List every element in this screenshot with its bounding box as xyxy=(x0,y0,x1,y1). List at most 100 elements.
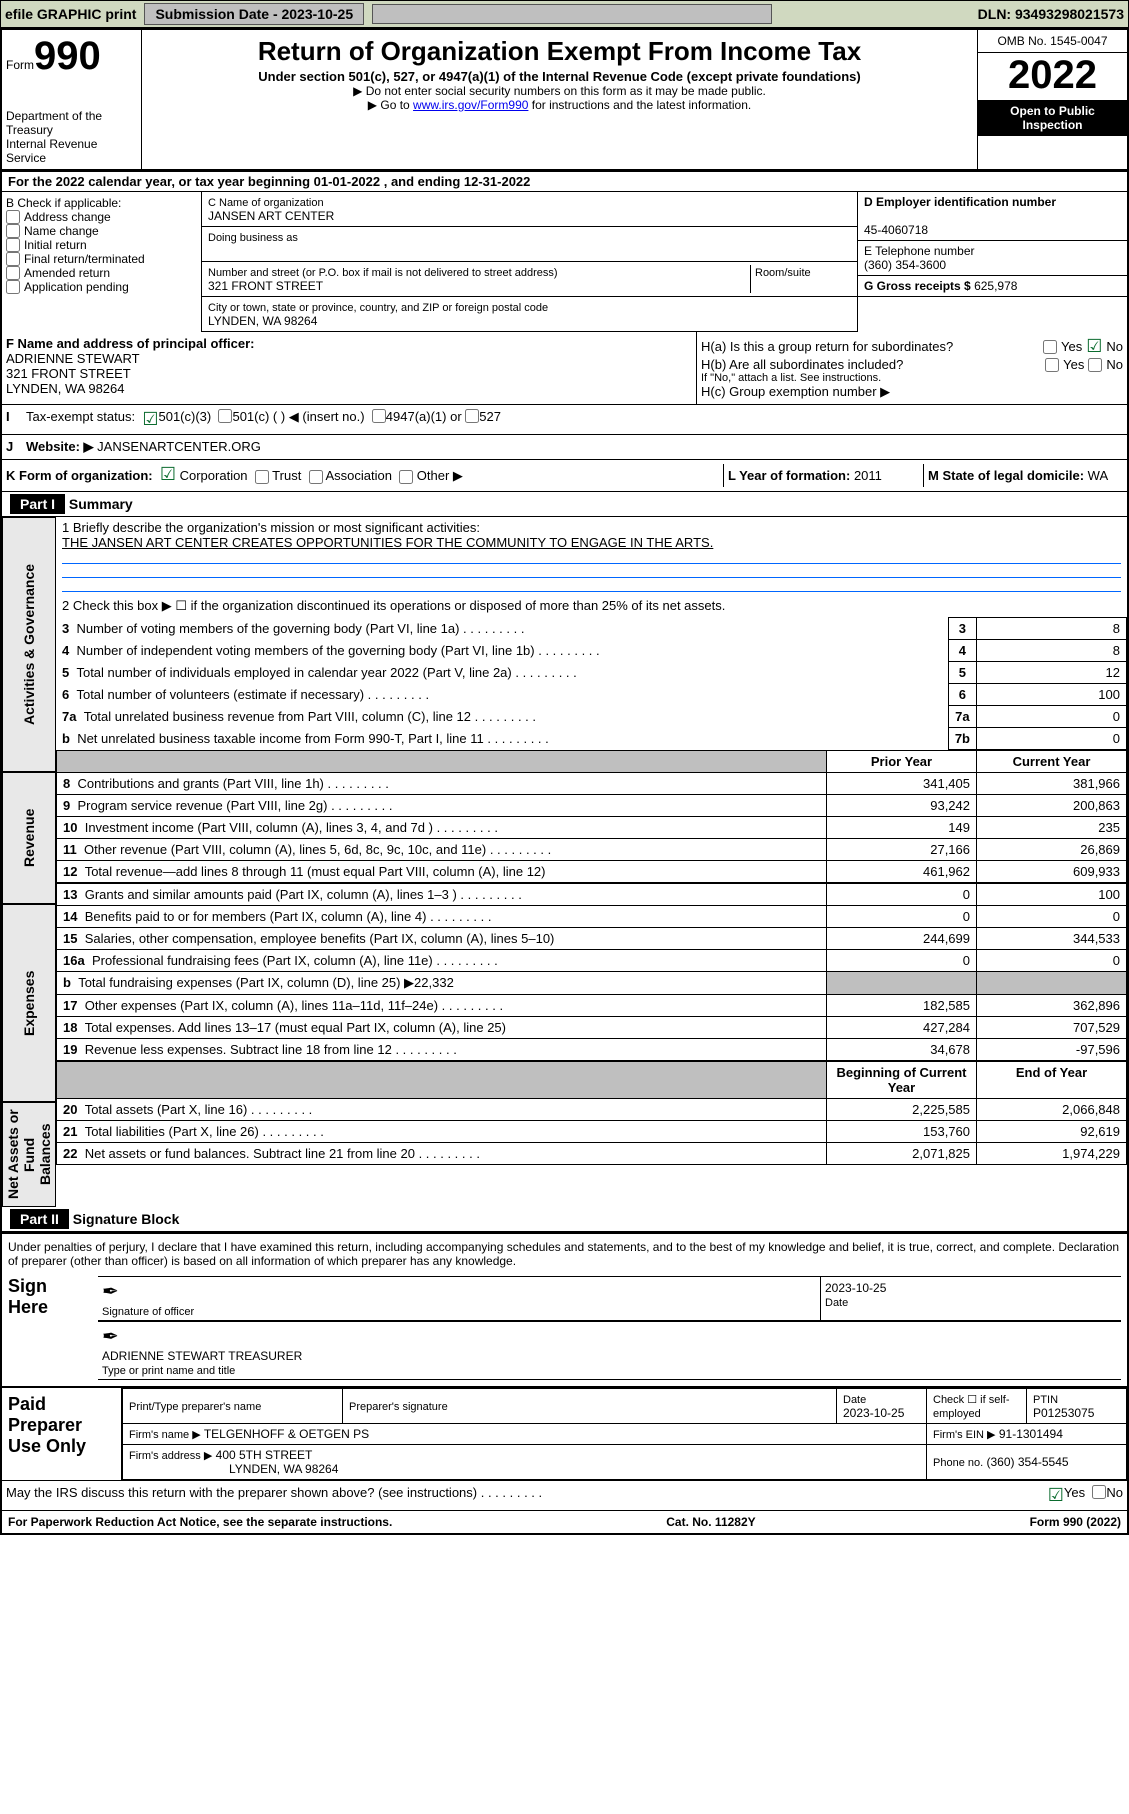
grey-cell xyxy=(977,972,1127,995)
vtab-rev: Revenue xyxy=(2,772,56,904)
top-bar: efile GRAPHIC print Submission Date - 20… xyxy=(0,0,1129,28)
vtab-ag: Activities & Governance xyxy=(2,517,56,772)
i-501c-checkbox[interactable] xyxy=(218,409,232,423)
hb-yes: Yes xyxy=(1063,357,1084,372)
date-label: Date xyxy=(825,1297,848,1309)
py: 34,678 xyxy=(827,1039,977,1061)
grey-cell xyxy=(827,972,977,995)
firm-addr2: LYNDEN, WA 98264 xyxy=(229,1462,338,1476)
application-pending-checkbox[interactable] xyxy=(6,280,20,294)
c5v: P01253075 xyxy=(1033,1406,1094,1420)
table-row: 13 Grants and similar amounts paid (Part… xyxy=(57,884,1127,906)
py: 0 xyxy=(827,950,977,972)
ln: 13 xyxy=(63,887,77,902)
header-right: OMB No. 1545-0047 2022 Open to Public In… xyxy=(977,30,1127,169)
ein-column: D Employer identification number45-40607… xyxy=(857,192,1127,332)
cy: 707,529 xyxy=(977,1017,1127,1039)
col-eoy: End of Year xyxy=(977,1062,1127,1099)
ln: 20 xyxy=(63,1102,77,1117)
submission-date-button[interactable]: Submission Date - 2023-10-25 xyxy=(144,3,364,25)
officer-name: ADRIENNE STEWART xyxy=(6,351,140,366)
cy: 0 xyxy=(977,906,1127,928)
ln: b xyxy=(63,975,71,990)
final-return-checkbox[interactable] xyxy=(6,252,20,266)
k-col: K Form of organization: ☑ Corporation Tr… xyxy=(6,464,723,487)
t: Number of independent voting members of … xyxy=(76,643,534,658)
k-other-checkbox[interactable] xyxy=(399,470,413,484)
ln: 16a xyxy=(63,953,85,968)
box: 7b xyxy=(948,728,976,750)
cy: 200,863 xyxy=(977,795,1127,817)
pen-icon: ✒ xyxy=(102,1281,119,1303)
dept-label: Department of the Treasury xyxy=(6,109,137,137)
header-center: Return of Organization Exempt From Incom… xyxy=(142,30,977,169)
i-527-checkbox[interactable] xyxy=(465,409,479,423)
csz: LYNDEN, WA 98264 xyxy=(208,314,317,328)
amended-return-checkbox[interactable] xyxy=(6,266,20,280)
firm: TELGENHOFF & OETGEN PS xyxy=(204,1427,369,1441)
t: Contributions and grants (Part VIII, lin… xyxy=(77,776,323,791)
part2-hdr: Part II xyxy=(10,1209,69,1229)
table-row: 3 Number of voting members of the govern… xyxy=(56,618,1127,640)
i-4947-checkbox[interactable] xyxy=(372,409,386,423)
header-left: Form990 Department of the Treasury Inter… xyxy=(2,30,142,169)
part1-body: Activities & Governance Revenue Expenses… xyxy=(2,517,1127,1207)
py: 93,242 xyxy=(827,795,977,817)
may-no-checkbox[interactable] xyxy=(1092,1485,1106,1499)
b-label: B Check if applicable: xyxy=(6,196,197,210)
table-row: 22 Net assets or fund balances. Subtract… xyxy=(57,1143,1127,1165)
hc-label: H(c) Group exemption number ▶ xyxy=(701,384,1123,400)
sig-name: ADRIENNE STEWART TREASURER xyxy=(102,1349,302,1363)
firm-ein-label: Firm's EIN ▶ xyxy=(933,1429,996,1441)
form-title: Return of Organization Exempt From Incom… xyxy=(146,36,973,67)
py: 0 xyxy=(827,884,977,906)
k-assoc-checkbox[interactable] xyxy=(309,470,323,484)
ln: 7a xyxy=(62,709,76,724)
may-irs-label: May the IRS discuss this return with the… xyxy=(6,1485,1048,1506)
check-final: Final return/terminated xyxy=(24,252,145,266)
table-row: 12 Total revenue—add lines 8 through 11 … xyxy=(57,861,1127,883)
check-name: Name change xyxy=(24,224,99,238)
initial-return-checkbox[interactable] xyxy=(6,238,20,252)
py: 341,405 xyxy=(827,773,977,795)
l-label: L Year of formation: xyxy=(728,468,850,483)
table-row: 4 Number of independent voting members o… xyxy=(56,640,1127,662)
city-label: City or town, state or province, country… xyxy=(208,302,548,314)
i-527: 527 xyxy=(479,409,501,430)
firm-phone-label: Phone no. xyxy=(933,1457,983,1469)
may-irs-row: May the IRS discuss this return with the… xyxy=(2,1480,1127,1510)
website-value: JANSENARTCENTER.ORG xyxy=(97,439,261,455)
irs-label: Internal Revenue Service xyxy=(6,137,137,165)
i-501c3: 501(c)(3) xyxy=(158,409,211,430)
note2-pre: ▶ Go to xyxy=(368,98,413,112)
table-row: 10 Investment income (Part VIII, column … xyxy=(57,817,1127,839)
gross: 625,978 xyxy=(974,279,1017,293)
sig-date: 2023-10-25 xyxy=(825,1281,886,1295)
ha-yes-checkbox[interactable] xyxy=(1043,340,1057,354)
k-trust-checkbox[interactable] xyxy=(255,470,269,484)
box: 7a xyxy=(948,706,976,728)
t: Total unrelated business revenue from Pa… xyxy=(84,709,471,724)
check-pending: Application pending xyxy=(24,280,129,294)
t: Salaries, other compensation, employee b… xyxy=(85,931,555,946)
firm-addr-label: Firm's address ▶ xyxy=(129,1450,212,1462)
officer-addr: 321 FRONT STREET xyxy=(6,366,131,381)
name-change-checkbox[interactable] xyxy=(6,224,20,238)
address-change-checkbox[interactable] xyxy=(6,210,20,224)
d-label: D Employer identification number xyxy=(864,195,1056,209)
may-yes: Yes xyxy=(1064,1485,1085,1506)
k-other: Other ▶ xyxy=(417,468,463,483)
hb-yes-checkbox[interactable] xyxy=(1045,358,1059,372)
hb-no-checkbox[interactable] xyxy=(1088,358,1102,372)
c3: Date xyxy=(843,1394,866,1406)
box: 4 xyxy=(948,640,976,662)
py: 244,699 xyxy=(827,928,977,950)
ag-table: 1 Briefly describe the organization's mi… xyxy=(56,517,1127,750)
irs-link[interactable]: www.irs.gov/Form990 xyxy=(413,98,528,112)
hb-no: No xyxy=(1106,357,1123,372)
table-row: 15 Salaries, other compensation, employe… xyxy=(57,928,1127,950)
hb-note: If "No," attach a list. See instructions… xyxy=(701,372,1123,384)
blank-button[interactable] xyxy=(372,4,772,24)
e-label: E Telephone number xyxy=(864,244,975,258)
table-row: 5 Total number of individuals employed i… xyxy=(56,662,1127,684)
